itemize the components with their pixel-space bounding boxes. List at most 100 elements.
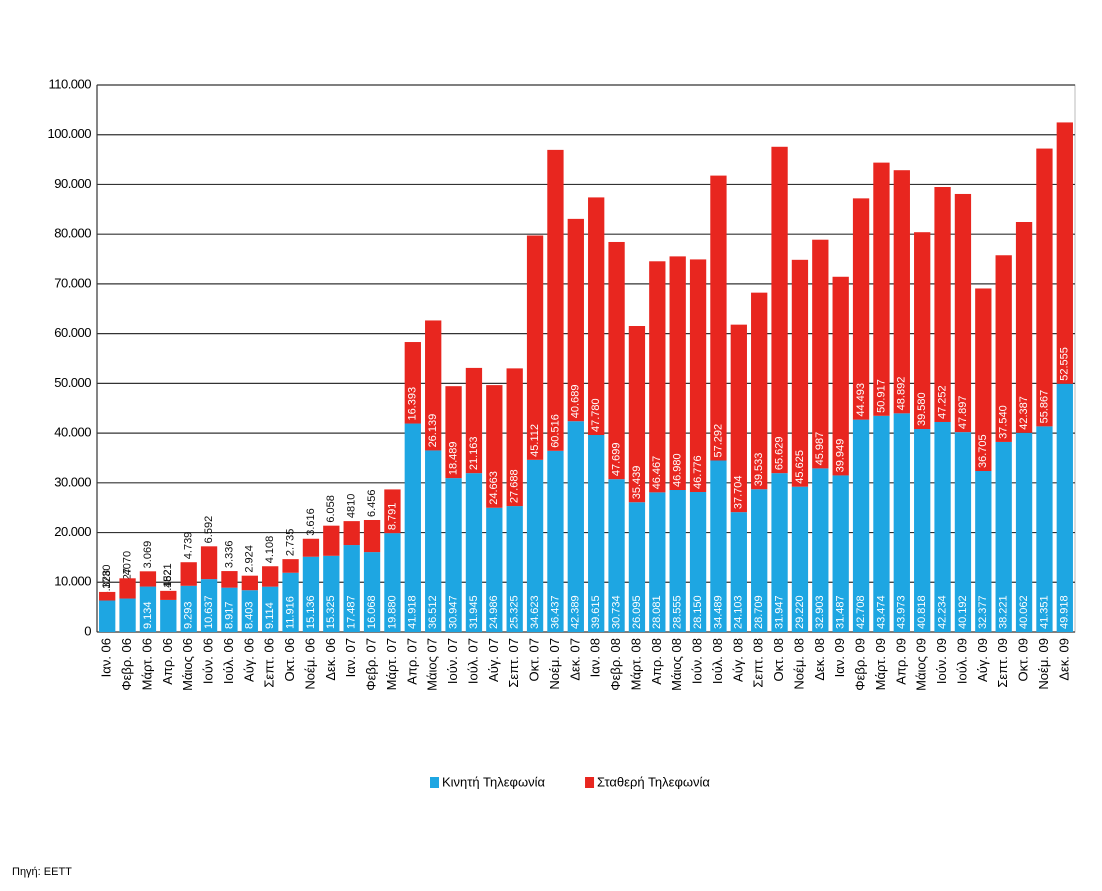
bar-segment <box>241 575 258 591</box>
data-label: 26.095 <box>631 595 643 629</box>
bar-segment <box>669 490 686 632</box>
data-label: 31.947 <box>773 595 785 629</box>
bar-segment <box>323 555 340 632</box>
data-label: 25.325 <box>509 595 521 629</box>
data-label: 52.555 <box>1059 347 1071 381</box>
bar-segment <box>425 450 442 632</box>
data-label: 36.512 <box>427 595 439 629</box>
x-tick-label: Οκτ. 08 <box>771 638 786 681</box>
data-label: 30.734 <box>610 595 622 629</box>
bar-segment <box>200 546 218 580</box>
data-label: 1821 <box>162 563 174 587</box>
bar-segment <box>486 385 503 508</box>
x-tick-label: Νοέμ. 06 <box>302 638 317 690</box>
bar-segment <box>730 512 747 632</box>
bar-segment <box>975 288 992 471</box>
bar-segment <box>119 598 136 632</box>
bar-segment <box>465 473 483 632</box>
bar-segment <box>282 572 299 632</box>
bar-segment <box>628 326 646 503</box>
bar-segment <box>343 545 360 632</box>
x-tick-label: Νοέμ. 08 <box>791 638 806 690</box>
data-label: 30.947 <box>447 595 459 629</box>
bar-segment <box>873 162 890 416</box>
data-label: 1730 <box>101 564 113 588</box>
data-label: 8.403 <box>244 601 256 629</box>
data-label: 40.062 <box>1018 595 1030 629</box>
bar-segment <box>99 600 116 632</box>
data-label: 6.452 <box>162 569 174 597</box>
y-tick-label: 0 <box>84 623 91 638</box>
data-label: 32.903 <box>814 595 826 629</box>
bar-segment <box>893 170 910 414</box>
data-label: 39.949 <box>835 439 847 473</box>
x-tick-label: Μάιος 08 <box>669 638 684 691</box>
x-tick-label: Φεβρ. 07 <box>364 638 379 691</box>
bar-segment <box>710 175 727 461</box>
bar-segment <box>588 435 605 632</box>
bar-segment <box>465 367 483 474</box>
y-tick-label: 60.000 <box>54 325 91 340</box>
bar-segment <box>669 256 686 491</box>
bar-segment <box>445 386 462 479</box>
x-tick-label: Αύγ. 07 <box>486 638 501 682</box>
data-label: 37.704 <box>733 475 745 509</box>
data-label: 42.387 <box>1018 396 1030 430</box>
x-tick-label: Ιούν. 06 <box>201 638 216 684</box>
x-tick-label: Ιαν. 08 <box>588 638 603 677</box>
y-tick-label: 90.000 <box>54 176 91 191</box>
data-label: 2.924 <box>244 545 256 573</box>
bar-segment <box>241 590 258 632</box>
bar-segment <box>282 559 299 573</box>
x-tick-label: Μάιος 06 <box>180 638 195 691</box>
data-label: 8.917 <box>223 601 235 629</box>
data-label: 47.897 <box>957 395 969 429</box>
data-label: 2.735 <box>284 529 296 557</box>
data-label: 40.689 <box>570 385 582 419</box>
x-tick-label: Αύγ. 06 <box>241 638 256 682</box>
bar-segment <box>710 460 727 632</box>
data-label: 31.945 <box>468 595 480 629</box>
bar-segment <box>425 320 442 451</box>
bar-segment <box>832 276 849 476</box>
bar-segment <box>730 324 747 513</box>
data-label: 34.489 <box>712 595 724 629</box>
bar-segment <box>791 486 809 632</box>
bar-segment <box>995 441 1012 632</box>
x-tick-label: Ιούν. 09 <box>934 638 949 684</box>
x-tick-label: Αύγ. 09 <box>975 638 990 682</box>
bar-segment <box>934 187 951 422</box>
data-label: 37.540 <box>998 405 1010 439</box>
bar-segment <box>384 489 401 534</box>
bar-segment <box>608 241 625 480</box>
y-tick-label: 30.000 <box>54 474 91 489</box>
bar-segment <box>995 255 1012 442</box>
bar-segment <box>832 475 849 632</box>
data-label: 16.393 <box>407 387 419 421</box>
data-label: 57.292 <box>712 424 724 458</box>
legend-swatch <box>430 777 439 788</box>
bar-segment <box>99 591 116 601</box>
data-label: 4.108 <box>264 536 276 564</box>
y-tick-label: 10.000 <box>54 574 91 589</box>
data-label: 11.916 <box>284 596 296 629</box>
y-tick-label: 110.000 <box>48 76 91 91</box>
bar-segment <box>221 571 238 588</box>
data-label: 50.917 <box>875 379 887 413</box>
bar-segment <box>751 489 768 632</box>
data-label: 24.986 <box>488 595 500 629</box>
data-label: 44.493 <box>855 383 867 417</box>
data-label: 46.467 <box>651 456 663 490</box>
y-tick-label: 100.000 <box>48 126 92 141</box>
x-tick-label: Σεπτ. 08 <box>751 638 766 688</box>
data-label: 39.533 <box>753 453 765 487</box>
data-label: 40.818 <box>916 595 928 629</box>
bar-segment <box>689 492 707 632</box>
x-tick-label: Νοέμ. 07 <box>547 638 562 690</box>
bar-segment <box>975 470 992 632</box>
y-tick-label: 40.000 <box>54 425 91 440</box>
data-label: 65.629 <box>773 436 785 470</box>
data-label: 17.487 <box>346 595 358 629</box>
bar-segment <box>954 193 972 433</box>
